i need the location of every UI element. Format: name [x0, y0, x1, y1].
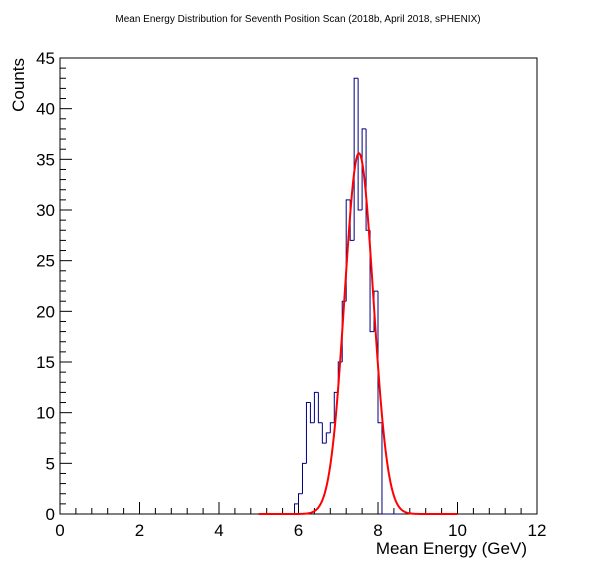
- histogram-bin: [305, 402, 311, 464]
- histogram-bin: [325, 432, 331, 444]
- x-tick-label: 10: [448, 521, 467, 540]
- x-tick-label: 8: [373, 521, 382, 540]
- y-tick-label: 45: [36, 49, 55, 68]
- y-tick-label: 35: [36, 150, 55, 169]
- x-axis-tick-labels: 0 2 4 6 8 10 12: [55, 521, 546, 540]
- histogram-bin: [294, 503, 299, 514]
- histogram-bin: [321, 422, 327, 444]
- x-tick-label: 0: [55, 521, 64, 540]
- histogram-bin: [353, 77, 359, 241]
- y-tick-label: 5: [46, 454, 55, 473]
- x-axis-title: Mean Energy (GeV): [376, 539, 527, 558]
- x-tick-label: 12: [528, 521, 547, 540]
- x-tick-label: 4: [214, 521, 223, 540]
- x-tick-label: 6: [294, 521, 303, 540]
- histogram-bin: [377, 291, 382, 424]
- histogram-bin: [298, 493, 303, 504]
- y-tick-label: 15: [36, 353, 55, 372]
- y-tick-label: 30: [36, 201, 55, 220]
- histogram-bin: [313, 391, 319, 423]
- y-tick-label: 10: [36, 404, 55, 423]
- y-axis-title: Counts: [9, 58, 28, 112]
- y-axis-tick-labels: 0 5 10 15 20 25 30 35 40 45: [36, 49, 55, 524]
- y-tick-label: 25: [36, 252, 55, 271]
- x-tick-label: 2: [135, 521, 144, 540]
- histogram-bin: [369, 230, 375, 333]
- y-tick-label: 0: [46, 505, 55, 524]
- histogram-bin: [301, 462, 307, 494]
- y-tick-label: 40: [36, 100, 55, 119]
- gaussian-fit-series: [258, 152, 458, 515]
- chart-title: Mean Energy Distribution for Seventh Pos…: [115, 14, 480, 25]
- y-axis-ticks: [60, 57, 72, 515]
- histogram-bin: [361, 128, 367, 210]
- y-tick-label: 20: [36, 302, 55, 321]
- histogram-bin: [309, 402, 315, 424]
- histogram-series: [278, 77, 402, 515]
- histogram-bin: [329, 422, 335, 433]
- histogram-bin: [381, 422, 386, 515]
- histogram-bin: [357, 78, 363, 211]
- gaussian-fit-line: [258, 152, 458, 515]
- histogram-bin: [317, 392, 323, 424]
